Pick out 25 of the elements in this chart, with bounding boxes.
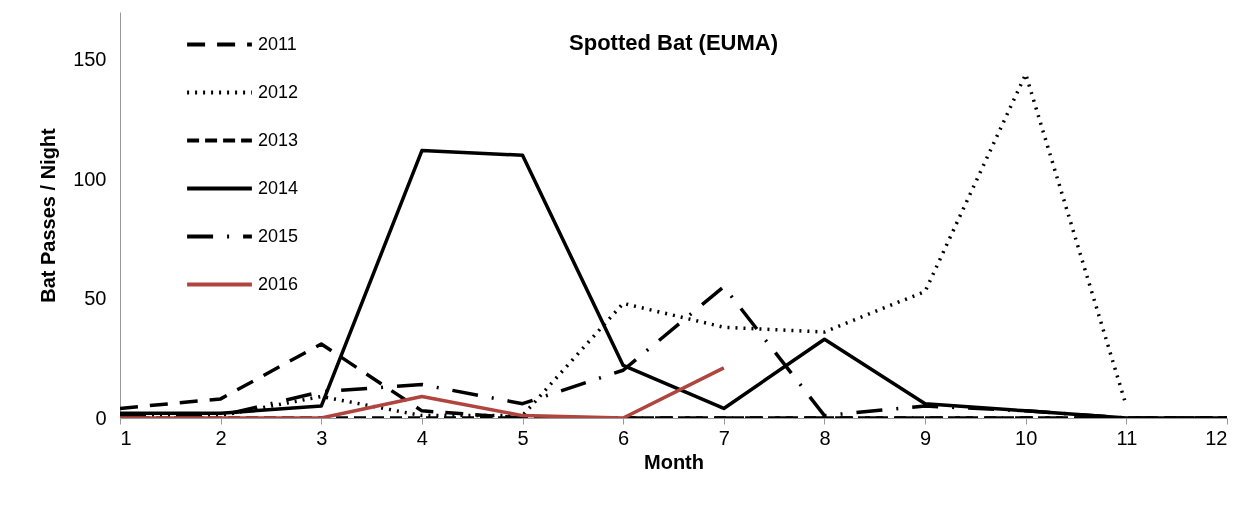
x-tick-label: 12 xyxy=(1205,426,1228,449)
legend-label: 2016 xyxy=(258,273,299,294)
x-tick-label: 8 xyxy=(819,426,831,449)
x-tick-label: 6 xyxy=(618,426,630,449)
x-tick-label: 10 xyxy=(1015,426,1038,449)
x-axis-title: Month xyxy=(644,450,704,473)
legend-label: 2012 xyxy=(258,81,299,102)
y-tick-label: 0 xyxy=(95,406,107,429)
legend-label: 2013 xyxy=(258,129,299,150)
text: Spotted Bat (EUMA) xyxy=(569,30,778,55)
legend-label: 2014 xyxy=(258,177,299,198)
x-tick-label: 1 xyxy=(120,426,132,449)
x-tick-label: 5 xyxy=(517,426,529,449)
x-tick-label: 11 xyxy=(1116,426,1138,449)
y-axis-title: Bat Passes / Night xyxy=(37,127,60,303)
y-tick-label: 150 xyxy=(73,48,107,71)
x-tick-label: 4 xyxy=(416,426,428,449)
x-tick-label: 3 xyxy=(316,426,328,449)
x-tick-label: 9 xyxy=(920,426,932,449)
y-tick-label: 50 xyxy=(84,287,107,310)
legend-label: 2011 xyxy=(258,33,297,54)
y-tick-label: 100 xyxy=(73,167,107,190)
legend-label: 2015 xyxy=(258,225,299,246)
x-tick-label: 2 xyxy=(215,426,227,449)
x-tick-label: 7 xyxy=(718,426,730,449)
